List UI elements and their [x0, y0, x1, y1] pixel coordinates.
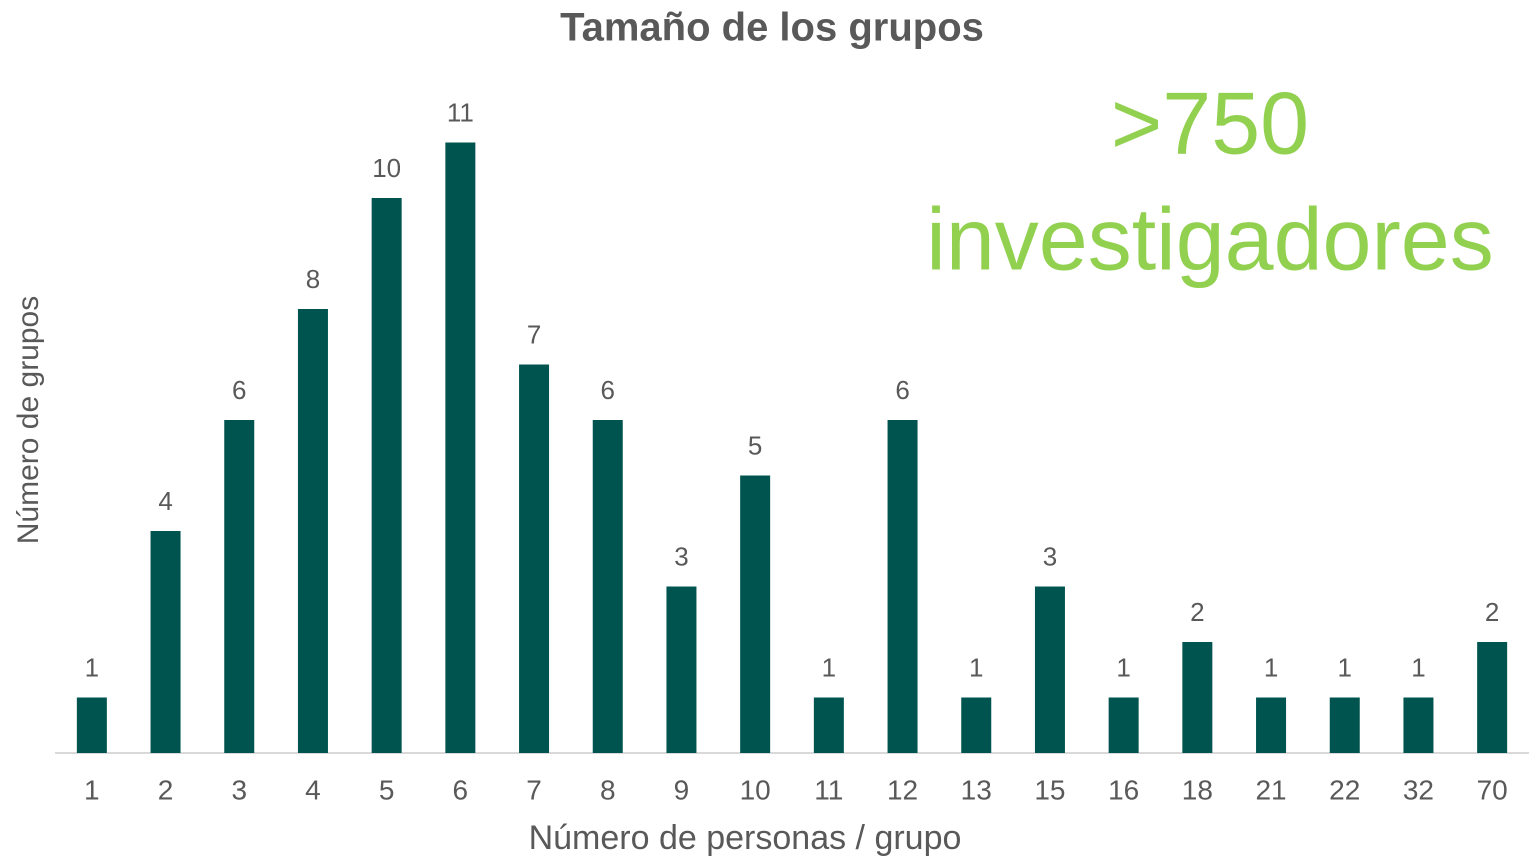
- x-tick-label: 10: [740, 774, 771, 805]
- data-label: 1: [1338, 652, 1352, 682]
- bar: [1256, 697, 1287, 753]
- data-label: 1: [969, 652, 983, 682]
- x-tick-label: 18: [1182, 774, 1213, 805]
- annotation: >750: [1111, 73, 1309, 172]
- x-tick-label: 22: [1329, 774, 1360, 805]
- bar: [371, 198, 402, 753]
- data-label: 1: [85, 652, 99, 682]
- x-tick-label: 1: [84, 774, 100, 805]
- x-tick-label: 12: [887, 774, 918, 805]
- x-tick-label: 32: [1403, 774, 1434, 805]
- bar: [1329, 697, 1360, 753]
- x-tick-label: 3: [231, 774, 247, 805]
- bar: [445, 142, 476, 753]
- bar: [519, 364, 550, 753]
- bar: [297, 309, 328, 753]
- bar: [150, 531, 181, 753]
- data-label: 6: [895, 375, 909, 405]
- data-label: 10: [372, 153, 401, 183]
- data-label: 1: [1116, 652, 1130, 682]
- bar: [1477, 642, 1508, 753]
- x-tick-label: 2: [158, 774, 174, 805]
- bar: [813, 697, 844, 753]
- bar: [224, 420, 255, 753]
- annotation: investigadores: [926, 189, 1493, 288]
- data-label: 4: [158, 486, 172, 516]
- data-label: 1: [1264, 652, 1278, 682]
- data-label: 6: [232, 375, 246, 405]
- bar: [1182, 642, 1213, 753]
- x-tick-label: 5: [379, 774, 395, 805]
- bar: [961, 697, 992, 753]
- bar: [1034, 586, 1065, 753]
- x-tick-label: 15: [1034, 774, 1065, 805]
- data-label: 11: [447, 97, 474, 127]
- x-tick-label: 21: [1255, 774, 1286, 805]
- x-tick-label: 70: [1477, 774, 1508, 805]
- data-label: 3: [1043, 541, 1057, 571]
- data-label: 2: [1485, 597, 1499, 627]
- bar: [1403, 697, 1434, 753]
- bar: [1108, 697, 1139, 753]
- chart-title: Tamaño de los grupos: [560, 6, 984, 50]
- x-tick-label: 9: [674, 774, 690, 805]
- data-label: 2: [1190, 597, 1204, 627]
- data-label: 7: [527, 319, 541, 349]
- data-label: 3: [674, 541, 688, 571]
- x-tick-label: 16: [1108, 774, 1139, 805]
- data-label: 6: [601, 375, 615, 405]
- bar: [592, 420, 623, 753]
- bar: [887, 420, 918, 753]
- x-tick-label: 8: [600, 774, 616, 805]
- x-tick-label: 13: [961, 774, 992, 805]
- y-axis-label: Número de grupos: [12, 296, 45, 544]
- data-label: 8: [306, 264, 320, 294]
- bar: [740, 475, 771, 753]
- bar: [666, 586, 697, 753]
- x-tick-label: 7: [526, 774, 542, 805]
- data-label: 1: [822, 652, 836, 682]
- bar: [76, 697, 107, 753]
- x-tick-label: 4: [305, 774, 321, 805]
- x-tick-label: 6: [453, 774, 469, 805]
- data-label: 1: [1411, 652, 1425, 682]
- x-tick-label: 11: [814, 774, 843, 805]
- data-label: 5: [748, 430, 762, 460]
- x-axis-label: Número de personas / grupo: [529, 819, 962, 857]
